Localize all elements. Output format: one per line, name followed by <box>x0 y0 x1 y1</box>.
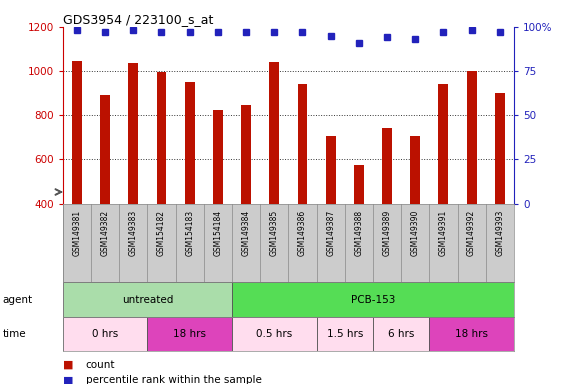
Text: GSM149387: GSM149387 <box>326 210 335 256</box>
Bar <box>467 71 477 292</box>
Bar <box>72 61 82 292</box>
Text: GSM149381: GSM149381 <box>73 210 82 256</box>
Text: ■: ■ <box>63 375 73 384</box>
Bar <box>232 317 316 351</box>
Bar <box>429 317 514 351</box>
Text: ■: ■ <box>63 360 73 370</box>
Bar <box>232 282 514 317</box>
Text: GSM149385: GSM149385 <box>270 210 279 256</box>
Text: 18 hrs: 18 hrs <box>455 329 488 339</box>
Bar <box>156 72 166 292</box>
Text: GSM149391: GSM149391 <box>439 210 448 256</box>
Text: GSM149393: GSM149393 <box>495 210 504 256</box>
Text: 0 hrs: 0 hrs <box>92 329 118 339</box>
Bar <box>373 317 429 351</box>
Text: GSM149384: GSM149384 <box>242 210 251 256</box>
Text: 6 hrs: 6 hrs <box>388 329 415 339</box>
Bar <box>270 62 279 292</box>
Bar <box>100 95 110 292</box>
Bar <box>382 128 392 292</box>
Text: 1.5 hrs: 1.5 hrs <box>327 329 363 339</box>
Bar <box>128 63 138 292</box>
Bar <box>213 110 223 292</box>
Text: GSM149382: GSM149382 <box>100 210 110 256</box>
Text: untreated: untreated <box>122 295 173 305</box>
Text: agent: agent <box>3 295 33 305</box>
Bar <box>297 84 307 292</box>
Bar <box>495 93 505 292</box>
Bar <box>439 84 448 292</box>
Text: GSM154183: GSM154183 <box>185 210 194 256</box>
Bar <box>241 105 251 292</box>
Bar <box>411 136 420 292</box>
Text: GSM149386: GSM149386 <box>298 210 307 256</box>
Text: GSM149389: GSM149389 <box>383 210 392 256</box>
Text: PCB-153: PCB-153 <box>351 295 395 305</box>
Bar <box>63 317 147 351</box>
Text: percentile rank within the sample: percentile rank within the sample <box>86 375 262 384</box>
Bar <box>316 317 373 351</box>
Text: GDS3954 / 223100_s_at: GDS3954 / 223100_s_at <box>63 13 213 26</box>
Bar <box>63 282 232 317</box>
Bar <box>147 317 232 351</box>
Text: 0.5 hrs: 0.5 hrs <box>256 329 292 339</box>
Text: time: time <box>3 329 26 339</box>
Text: GSM154184: GSM154184 <box>214 210 222 256</box>
Bar <box>185 82 195 292</box>
Text: GSM149390: GSM149390 <box>411 210 420 256</box>
Text: GSM149383: GSM149383 <box>129 210 138 256</box>
Text: GSM154182: GSM154182 <box>157 210 166 256</box>
Bar <box>354 165 364 292</box>
Text: GSM149388: GSM149388 <box>355 210 363 256</box>
Text: 18 hrs: 18 hrs <box>173 329 206 339</box>
Text: GSM149392: GSM149392 <box>467 210 476 256</box>
Bar <box>325 136 336 292</box>
Text: count: count <box>86 360 115 370</box>
